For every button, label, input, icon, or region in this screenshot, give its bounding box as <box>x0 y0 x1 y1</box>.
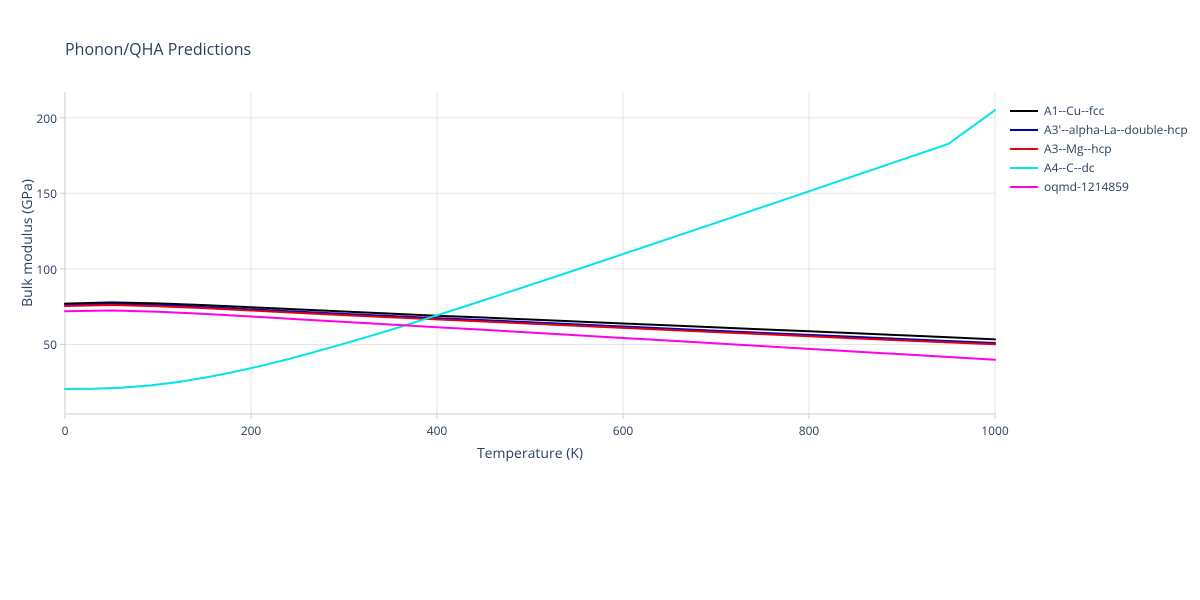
x-tick-label: 200 <box>231 422 271 439</box>
x-tick-label: 800 <box>789 422 829 439</box>
x-tick-label: 600 <box>603 422 643 439</box>
legend-label: A3--Mg--hcp <box>1044 139 1112 158</box>
legend-label: A1--Cu--fcc <box>1044 101 1104 120</box>
legend-label: A3'--alpha-La--double-hcp <box>1044 120 1188 139</box>
x-axis-label: Temperature (K) <box>65 444 995 463</box>
legend-label: oqmd-1214859 <box>1044 177 1129 196</box>
legend-label: A4--C--dc <box>1044 158 1095 177</box>
series-line[interactable] <box>65 310 995 359</box>
legend-item[interactable]: A4--C--dc <box>1010 158 1188 177</box>
legend-swatch <box>1010 110 1038 112</box>
legend-item[interactable]: A3--Mg--hcp <box>1010 139 1188 158</box>
legend-swatch <box>1010 148 1038 150</box>
legend-item[interactable]: oqmd-1214859 <box>1010 177 1188 196</box>
series-line[interactable] <box>65 305 995 344</box>
x-tick-label: 400 <box>417 422 457 439</box>
y-tick-label: 200 <box>25 110 57 127</box>
y-tick-label: 150 <box>25 185 57 202</box>
legend-swatch <box>1010 129 1038 131</box>
legend-swatch <box>1010 167 1038 169</box>
legend-item[interactable]: A3'--alpha-La--double-hcp <box>1010 120 1188 139</box>
chart-container: Phonon/QHA Predictions Temperature (K) B… <box>0 0 1200 600</box>
legend-item[interactable]: A1--Cu--fcc <box>1010 101 1188 120</box>
legend-swatch <box>1010 186 1038 188</box>
y-tick-label: 100 <box>25 261 57 278</box>
legend[interactable]: A1--Cu--fccA3'--alpha-La--double-hcpA3--… <box>1010 101 1188 196</box>
x-tick-label: 1000 <box>975 422 1015 439</box>
line-chart <box>0 0 1200 600</box>
series-line[interactable] <box>65 110 995 389</box>
y-tick-label: 50 <box>25 336 57 353</box>
x-tick-label: 0 <box>45 422 85 439</box>
